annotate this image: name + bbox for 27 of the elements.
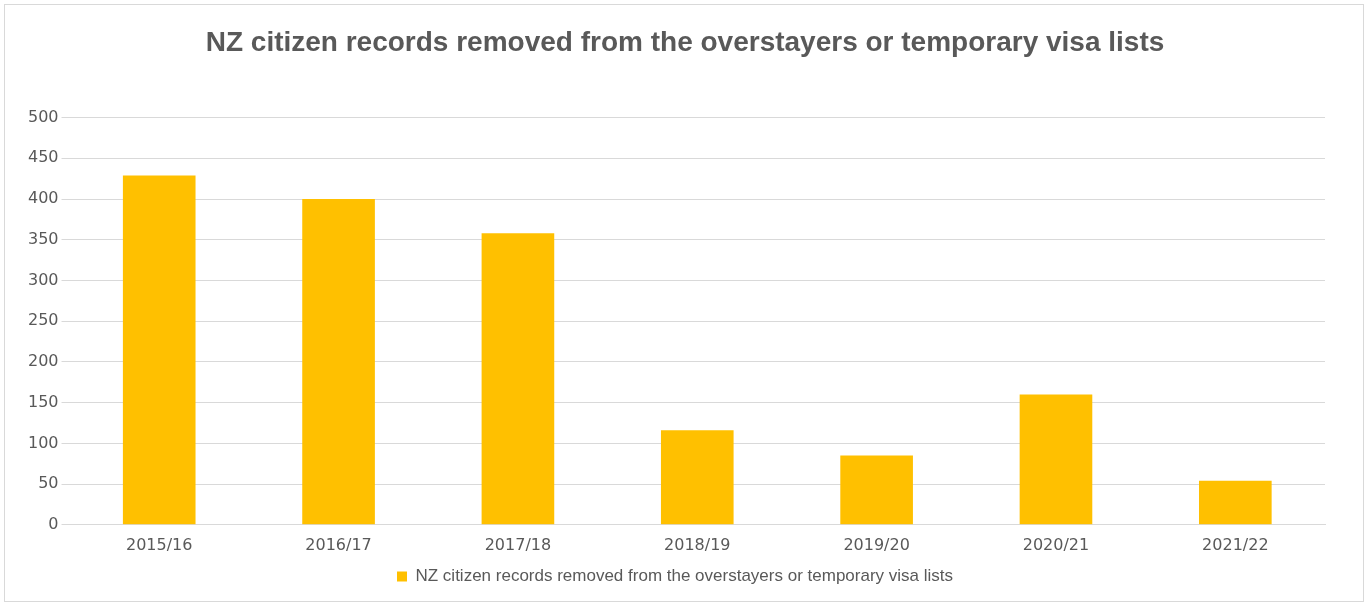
y-tick-label: 450 [27, 147, 59, 167]
x-tick-label: 2019/20 [843, 534, 910, 554]
chart-title: NZ citizen records removed from the overstayers or temporary visa lists [205, 25, 1165, 59]
y-tick-label: 100 [27, 432, 59, 452]
x-tick-label: 2021/22 [1202, 534, 1269, 554]
legend-label: NZ citizen records removed from the overstayers or temporary visa lists [415, 566, 954, 586]
x-tick-label: 2020/21 [1022, 534, 1090, 554]
x-tick-label: 2017/18 [484, 534, 552, 554]
y-tick-label: 150 [27, 391, 59, 411]
bar [481, 233, 555, 525]
bar [302, 199, 375, 525]
bar [660, 430, 734, 525]
bar [1199, 480, 1272, 525]
y-tick-label: 200 [27, 351, 59, 371]
y-tick-label: 300 [27, 269, 59, 289]
y-tick-label: 400 [27, 188, 59, 208]
bar [122, 175, 196, 525]
bar [840, 455, 913, 525]
x-tick-label: 2018/19 [664, 534, 731, 554]
x-tick-label: 2016/17 [305, 534, 372, 554]
y-tick-label: 50 [38, 473, 59, 493]
y-tick-label: 350 [27, 228, 59, 248]
bar [1019, 394, 1093, 525]
y-tick-label: 0 [48, 513, 59, 533]
x-tick-label: 2015/16 [125, 534, 193, 554]
y-tick-label: 250 [27, 310, 59, 330]
y-tick-label: 500 [27, 106, 59, 126]
